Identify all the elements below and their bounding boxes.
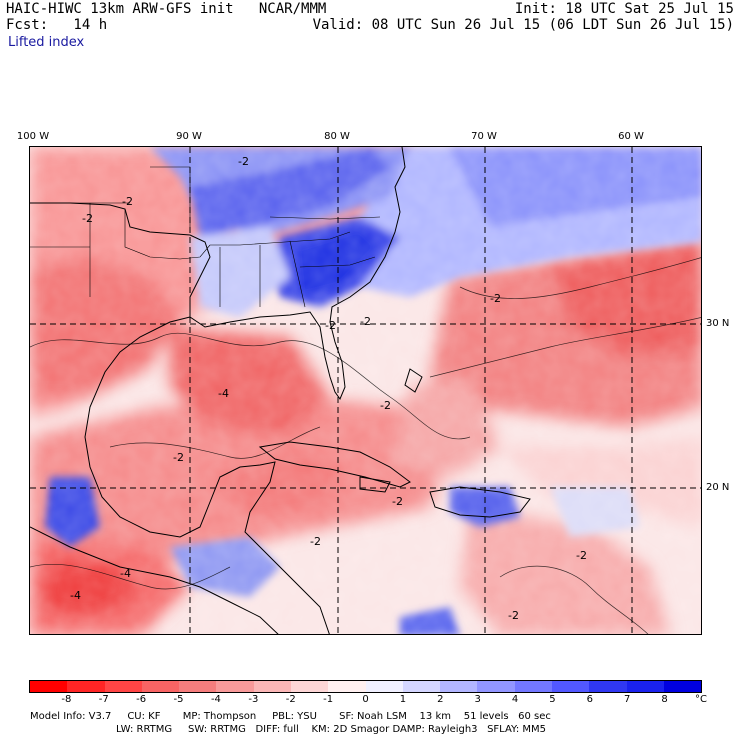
contour-label: -2	[380, 399, 391, 412]
colorbar-segment	[253, 681, 291, 692]
colorbar-tick-label: 2	[437, 694, 444, 705]
lon-label-100w: 100 W	[16, 131, 50, 142]
colorbar-segment	[179, 681, 217, 692]
forecast-hour: Fcst: 14 h	[6, 17, 108, 33]
contour-label: -2	[576, 549, 587, 562]
valid-time: Valid: 08 UTC Sun 26 Jul 15 (06 LDT Sun …	[312, 17, 734, 33]
contour-label: -2	[238, 155, 249, 168]
variable-title: Lifted index	[8, 35, 85, 50]
coastlines	[30, 147, 531, 634]
contour-label: -2	[310, 535, 321, 548]
colorbar-tick-label: 1	[399, 694, 407, 705]
colorbar-segment	[141, 681, 180, 692]
lon-label-70w: 70 W	[471, 131, 497, 142]
lon-label-60w: 60 W	[618, 131, 644, 142]
colorbar-tick-label: -2	[285, 694, 296, 705]
colorbar-segment	[551, 681, 590, 692]
contour-label-group: -2 -2 -2 -2 -2 -2 -2 -2 -2 -2 -2 -2 -4 -…	[70, 155, 587, 622]
contour-label: -4	[120, 567, 131, 580]
contour-lines	[30, 257, 701, 634]
colorbar-tick-label: 5	[549, 694, 556, 705]
colorbar-segment	[626, 681, 664, 692]
colorbar-tick-label: -4	[210, 694, 221, 705]
colorbar-segment	[30, 681, 68, 692]
lat-label-20n: 20 N	[706, 482, 730, 493]
colorbar-segment	[365, 681, 403, 692]
colorbar	[29, 680, 702, 693]
colorbar-tick-label: -1	[323, 694, 334, 705]
map-panel: -2 -2 -2 -2 -2 -2 -2 -2 -2 -2 -2 -2 -4 -…	[29, 146, 702, 635]
lifted-index-map: -2 -2 -2 -2 -2 -2 -2 -2 -2 -2 -2 -2 -4 -…	[30, 147, 701, 634]
model-title: HAIC-HIWC 13km ARW-GFS init NCAR/MMM	[6, 1, 327, 17]
contour-label: -2	[392, 495, 403, 508]
colorbar-segment	[328, 681, 366, 692]
contour-label: -2	[82, 212, 93, 225]
colorbar-tick-label: 8	[661, 694, 668, 705]
colorbar-tick-label: 0	[362, 694, 369, 705]
contour-label: -2	[360, 315, 371, 328]
colorbar-tick-label: 3	[474, 694, 481, 705]
colorbar-segment	[440, 681, 478, 692]
colorbar-tick-label: -5	[173, 694, 184, 705]
lat-label-30n: 30 N	[706, 318, 730, 329]
texture-overlay	[30, 147, 701, 634]
contour-label: -2	[122, 195, 133, 208]
lon-label-90w: 90 W	[176, 131, 202, 142]
init-time: Init: 18 UTC Sat 25 Jul 15	[514, 1, 734, 17]
colorbar-segment	[589, 681, 627, 692]
contour-label: -2	[490, 292, 501, 305]
colorbar-segment	[290, 681, 329, 692]
colorbar-segment	[514, 681, 552, 692]
contour-label: -4	[218, 387, 229, 400]
contour-label: -2	[508, 609, 519, 622]
colorbar-tick-label: -7	[98, 694, 109, 705]
colorbar-unit: °C	[695, 694, 707, 705]
colorbar-segment	[477, 681, 515, 692]
model-info-line1: Model Info: V3.7 CU: KF MP: Thompson PBL…	[30, 711, 551, 722]
contour-label: -2	[325, 319, 336, 332]
colorbar-segment	[67, 681, 105, 692]
contour-label: -2	[173, 451, 184, 464]
colorbar-tick-label: 4	[511, 694, 519, 705]
model-info-line2: LW: RRTMG SW: RRTMG DIFF: full KM: 2D Sm…	[116, 724, 546, 735]
colorbar-segment	[216, 681, 254, 692]
colorbar-tick-label: 7	[624, 694, 631, 705]
colorbar-tick-label: -8	[61, 694, 72, 705]
lon-label-80w: 80 W	[324, 131, 350, 142]
colorbar-tick-label: -3	[248, 694, 259, 705]
colorbar-tick-label: -6	[136, 694, 147, 705]
contour-label: -4	[70, 589, 81, 602]
colorbar-segment	[663, 681, 702, 692]
colorbar-segment	[402, 681, 441, 692]
colorbar-tick-label: 6	[586, 694, 594, 705]
colorbar-segment	[104, 681, 142, 692]
graticule	[30, 147, 701, 634]
